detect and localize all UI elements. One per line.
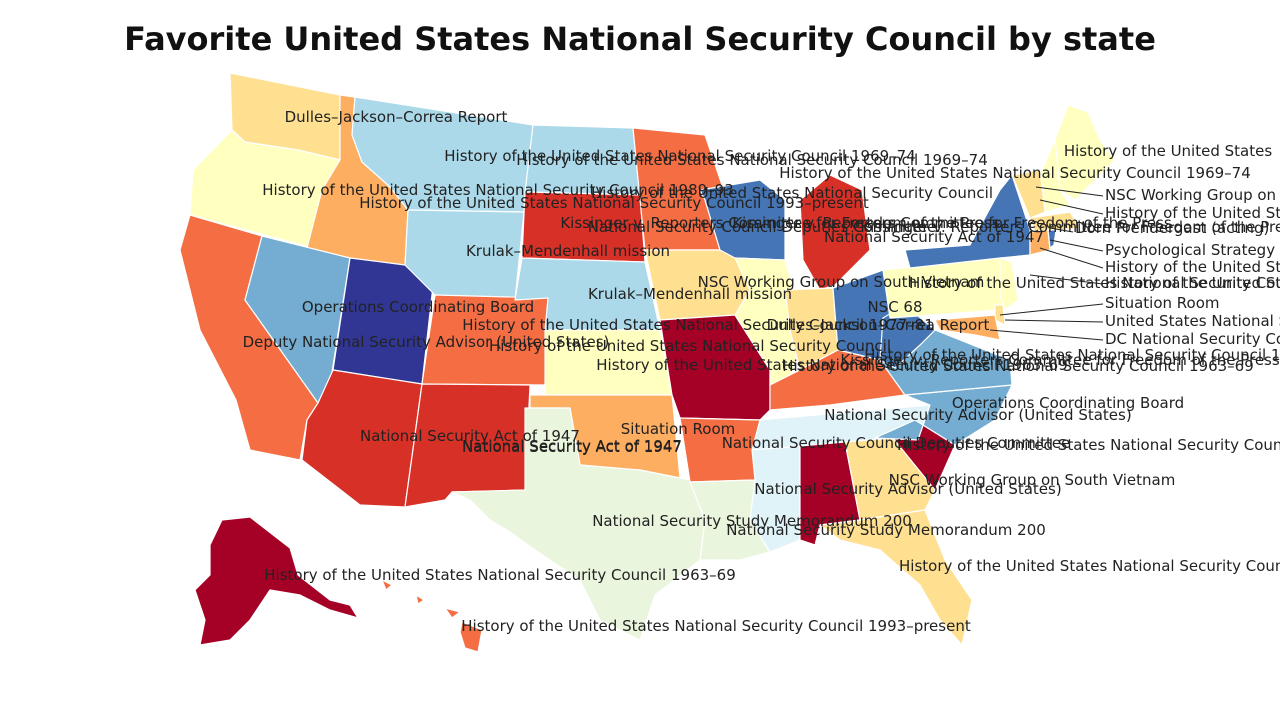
state-label-alabama: National Security Advisor (United States… bbox=[754, 480, 1061, 498]
state-label-maine: History of the United States bbox=[1064, 142, 1273, 160]
state-maryland bbox=[934, 314, 1001, 341]
state-new-jersey bbox=[999, 257, 1019, 311]
state-label-arizona: National Security Act of 1947 bbox=[360, 427, 580, 445]
state-label-south-dakota: National Security Council Deputies Commi… bbox=[588, 218, 937, 236]
callout-label: Dorn Prendergast (acting) bbox=[1075, 219, 1269, 237]
state-label-south-carolina: History of the United States National Se… bbox=[897, 436, 1280, 454]
state-connecticut bbox=[1029, 229, 1051, 256]
callout-label: History of the United States National Se… bbox=[1105, 204, 1280, 222]
state-label-new-york: Kissinger v. Reporters Committee for Fre… bbox=[860, 218, 1280, 236]
state-label-north-carolina: National Security Advisor (United States… bbox=[824, 406, 1131, 424]
callout-leader-line bbox=[1049, 227, 1074, 233]
state-label-pennsylvania: History of the United States National Se… bbox=[909, 274, 1280, 292]
callout-leader-line bbox=[999, 303, 1104, 316]
state-label-kentucky: History of the United States National Se… bbox=[782, 357, 1254, 375]
callout-label: Situation Room bbox=[1105, 294, 1220, 312]
state-label-idaho: History of the United States National Se… bbox=[359, 194, 869, 212]
state-massachusetts bbox=[1029, 211, 1081, 233]
overlap-label: History of the United States National Se… bbox=[779, 164, 1251, 182]
state-label-iowa: NSC Working Group on South Vietnam bbox=[698, 273, 985, 291]
callout-leader-line bbox=[1029, 274, 1104, 285]
state-label-north-dakota: History of the United States National Se… bbox=[516, 151, 988, 169]
state-label-arkansas: National Security Act of 1947 bbox=[462, 437, 682, 455]
state-label-michigan: National Security Act of 1947 bbox=[824, 228, 1044, 246]
state-rhode-island bbox=[1047, 229, 1057, 249]
state-florida bbox=[819, 509, 973, 646]
state-label-texas: National Security Study Memorandum 200 bbox=[592, 512, 912, 530]
state-michigan bbox=[799, 174, 871, 291]
state-label-west-virginia: Kissinger v. Reporters Committee for Fre… bbox=[840, 351, 1280, 369]
callout-label: Psychological Strategy Board bbox=[1105, 241, 1280, 259]
state-label-kansas: History of the United States National Se… bbox=[489, 337, 891, 355]
state-label-minnesota: History of the United States National Se… bbox=[591, 184, 993, 202]
overlap-label: History of the United States National Se… bbox=[864, 346, 1280, 364]
state-new-york bbox=[904, 174, 1031, 269]
state-utah bbox=[332, 257, 436, 385]
callout-leader-line bbox=[989, 329, 1104, 341]
state-label-missouri: History of the United States National Se… bbox=[596, 356, 1068, 374]
state-maine bbox=[1054, 104, 1116, 201]
states-layer bbox=[179, 72, 1116, 653]
state-label-virginia: Operations Coordinating Board bbox=[952, 394, 1184, 412]
state-label-alaska: History of the United States National Se… bbox=[264, 566, 736, 584]
state-label-utah: Operations Coordinating Board bbox=[302, 298, 534, 316]
state-label-nevada: Deputy National Security Advisor (United… bbox=[243, 333, 610, 351]
state-alaska bbox=[194, 516, 359, 646]
callout-leader-line bbox=[1004, 319, 1104, 323]
overlap-label: Kissinger v. Reporters Committee for Fre… bbox=[560, 214, 1000, 232]
callout-leader-line bbox=[1049, 239, 1104, 252]
state-label-nebraska: Krulak–Mendenhall mission bbox=[588, 285, 792, 303]
state-label-washington: Dulles–Jackson–Correa Report bbox=[285, 108, 508, 126]
callout-label: NSC Working Group on South Vietnam bbox=[1105, 186, 1280, 204]
callout-leader-line bbox=[1039, 199, 1104, 215]
state-label-illinois: Dulles–Jackson–Correa Report bbox=[767, 316, 990, 334]
state-label-tennessee: National Security Council Deputies Commi… bbox=[722, 434, 1071, 452]
leader-lines bbox=[989, 186, 1104, 341]
callout-label: History of the United States National Se… bbox=[1105, 274, 1280, 292]
callout-label: United States National Security Council bbox=[1105, 312, 1280, 330]
state-label-wyoming: Krulak–Mendenhall mission bbox=[466, 242, 670, 260]
state-label-oregon: History of the United States National Se… bbox=[262, 181, 734, 199]
state-label-georgia: NSC Working Group on South Vietnam bbox=[889, 471, 1176, 489]
state-label-ohio: NSC 68 bbox=[867, 298, 922, 316]
state-label-colorado: History of the United States National Se… bbox=[462, 316, 934, 334]
state-label-hawaii: History of the United States National Se… bbox=[461, 617, 971, 635]
state-label-louisiana: National Security Study Memorandum 200 bbox=[726, 521, 1046, 539]
state-texas bbox=[451, 407, 706, 641]
state-hawaii bbox=[381, 579, 483, 653]
callout-label: History of the United States National Se… bbox=[1105, 258, 1280, 276]
state-north-carolina bbox=[874, 384, 1013, 446]
callout-leader-line bbox=[1039, 247, 1104, 269]
state-label-florida: History of the United States National Se… bbox=[899, 557, 1280, 575]
state-label-montana: History of the United States National Se… bbox=[444, 147, 916, 165]
state-label-new-mexico: National Security Act of 1947 bbox=[462, 438, 682, 456]
map-title: Favorite United States National Security… bbox=[124, 20, 1156, 58]
callout-leader-line bbox=[1035, 186, 1104, 197]
state-vermont bbox=[1011, 169, 1046, 219]
state-label-wisconsin: Kissinger v. Reporters Committee for Fre… bbox=[732, 214, 1172, 232]
callout-label: DC National Security Council bbox=[1105, 330, 1280, 348]
state-label-oklahoma: Situation Room bbox=[621, 420, 736, 438]
